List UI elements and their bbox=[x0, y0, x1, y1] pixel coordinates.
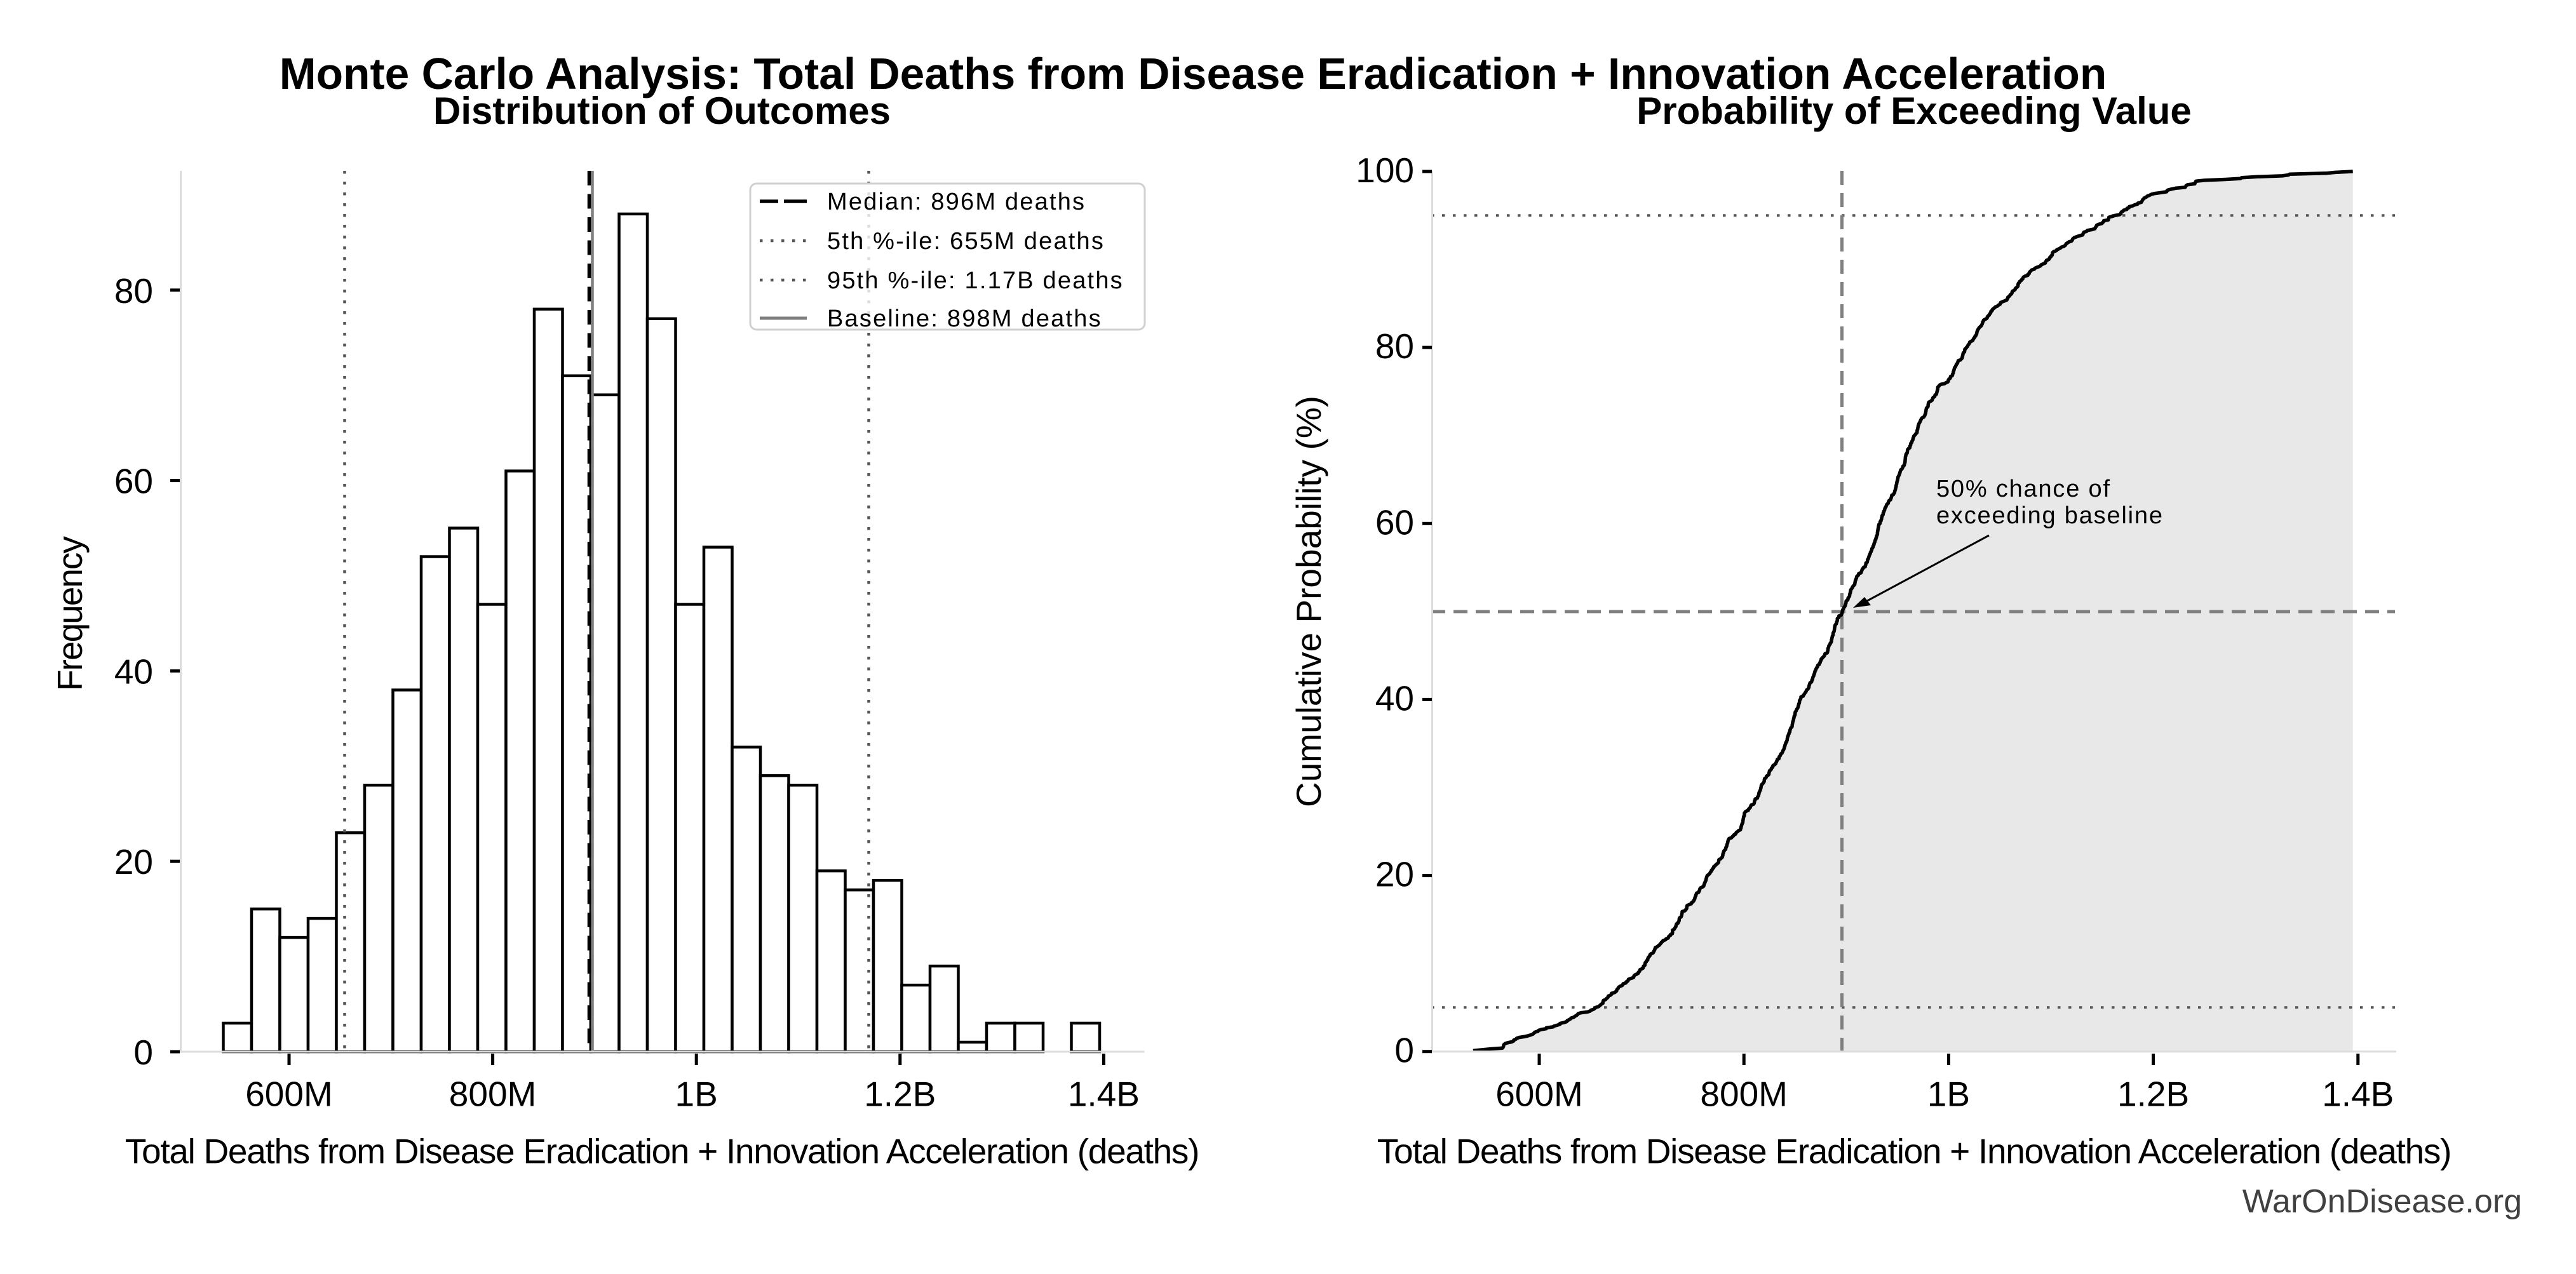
svg-text:60: 60 bbox=[114, 462, 153, 501]
svg-text:Median: 896M deaths: Median: 896M deaths bbox=[827, 189, 1086, 215]
svg-text:WarOnDisease.org: WarOnDisease.org bbox=[2242, 1183, 2522, 1220]
svg-text:40: 40 bbox=[1375, 678, 1414, 718]
svg-text:95th %-ile: 1.17B deaths: 95th %-ile: 1.17B deaths bbox=[827, 267, 1124, 294]
svg-text:600M: 600M bbox=[1495, 1075, 1583, 1114]
svg-text:5th %-ile: 655M deaths: 5th %-ile: 655M deaths bbox=[827, 228, 1105, 255]
svg-text:60: 60 bbox=[1375, 502, 1414, 542]
svg-text:800M: 800M bbox=[1700, 1075, 1788, 1114]
svg-text:0: 0 bbox=[1394, 1031, 1414, 1070]
svg-text:40: 40 bbox=[114, 652, 153, 691]
svg-text:Distribution of Outcomes: Distribution of Outcomes bbox=[433, 90, 891, 132]
svg-text:20: 20 bbox=[1375, 855, 1414, 894]
svg-text:1B: 1B bbox=[675, 1075, 718, 1114]
svg-text:1.4B: 1.4B bbox=[1068, 1075, 1140, 1114]
svg-text:Monte Carlo Analysis: Total De: Monte Carlo Analysis: Total Deaths from … bbox=[280, 49, 2107, 98]
svg-text:80: 80 bbox=[1375, 326, 1414, 366]
svg-text:1.2B: 1.2B bbox=[2117, 1075, 2189, 1114]
svg-text:1.4B: 1.4B bbox=[2322, 1075, 2394, 1114]
svg-text:100: 100 bbox=[1356, 151, 1414, 190]
svg-text:1.2B: 1.2B bbox=[864, 1075, 936, 1114]
svg-text:0: 0 bbox=[133, 1033, 153, 1072]
svg-text:1B: 1B bbox=[1927, 1075, 1970, 1114]
svg-text:Total Deaths from Disease Erad: Total Deaths from Disease Eradication + … bbox=[1377, 1132, 2451, 1171]
svg-text:Probability of Exceeding Value: Probability of Exceeding Value bbox=[1636, 90, 2192, 132]
svg-text:exceeding baseline: exceeding baseline bbox=[1936, 502, 2164, 529]
svg-text:Baseline: 898M deaths: Baseline: 898M deaths bbox=[827, 305, 1102, 332]
svg-text:Total Deaths from Disease Erad: Total Deaths from Disease Eradication + … bbox=[125, 1132, 1199, 1171]
svg-text:600M: 600M bbox=[245, 1075, 333, 1114]
svg-text:Cumulative Probability (%): Cumulative Probability (%) bbox=[1289, 396, 1328, 807]
svg-text:80: 80 bbox=[114, 271, 153, 311]
svg-text:50% chance of: 50% chance of bbox=[1936, 476, 2111, 502]
svg-text:20: 20 bbox=[114, 842, 153, 882]
svg-text:800M: 800M bbox=[449, 1075, 537, 1114]
svg-text:Frequency: Frequency bbox=[50, 536, 90, 691]
